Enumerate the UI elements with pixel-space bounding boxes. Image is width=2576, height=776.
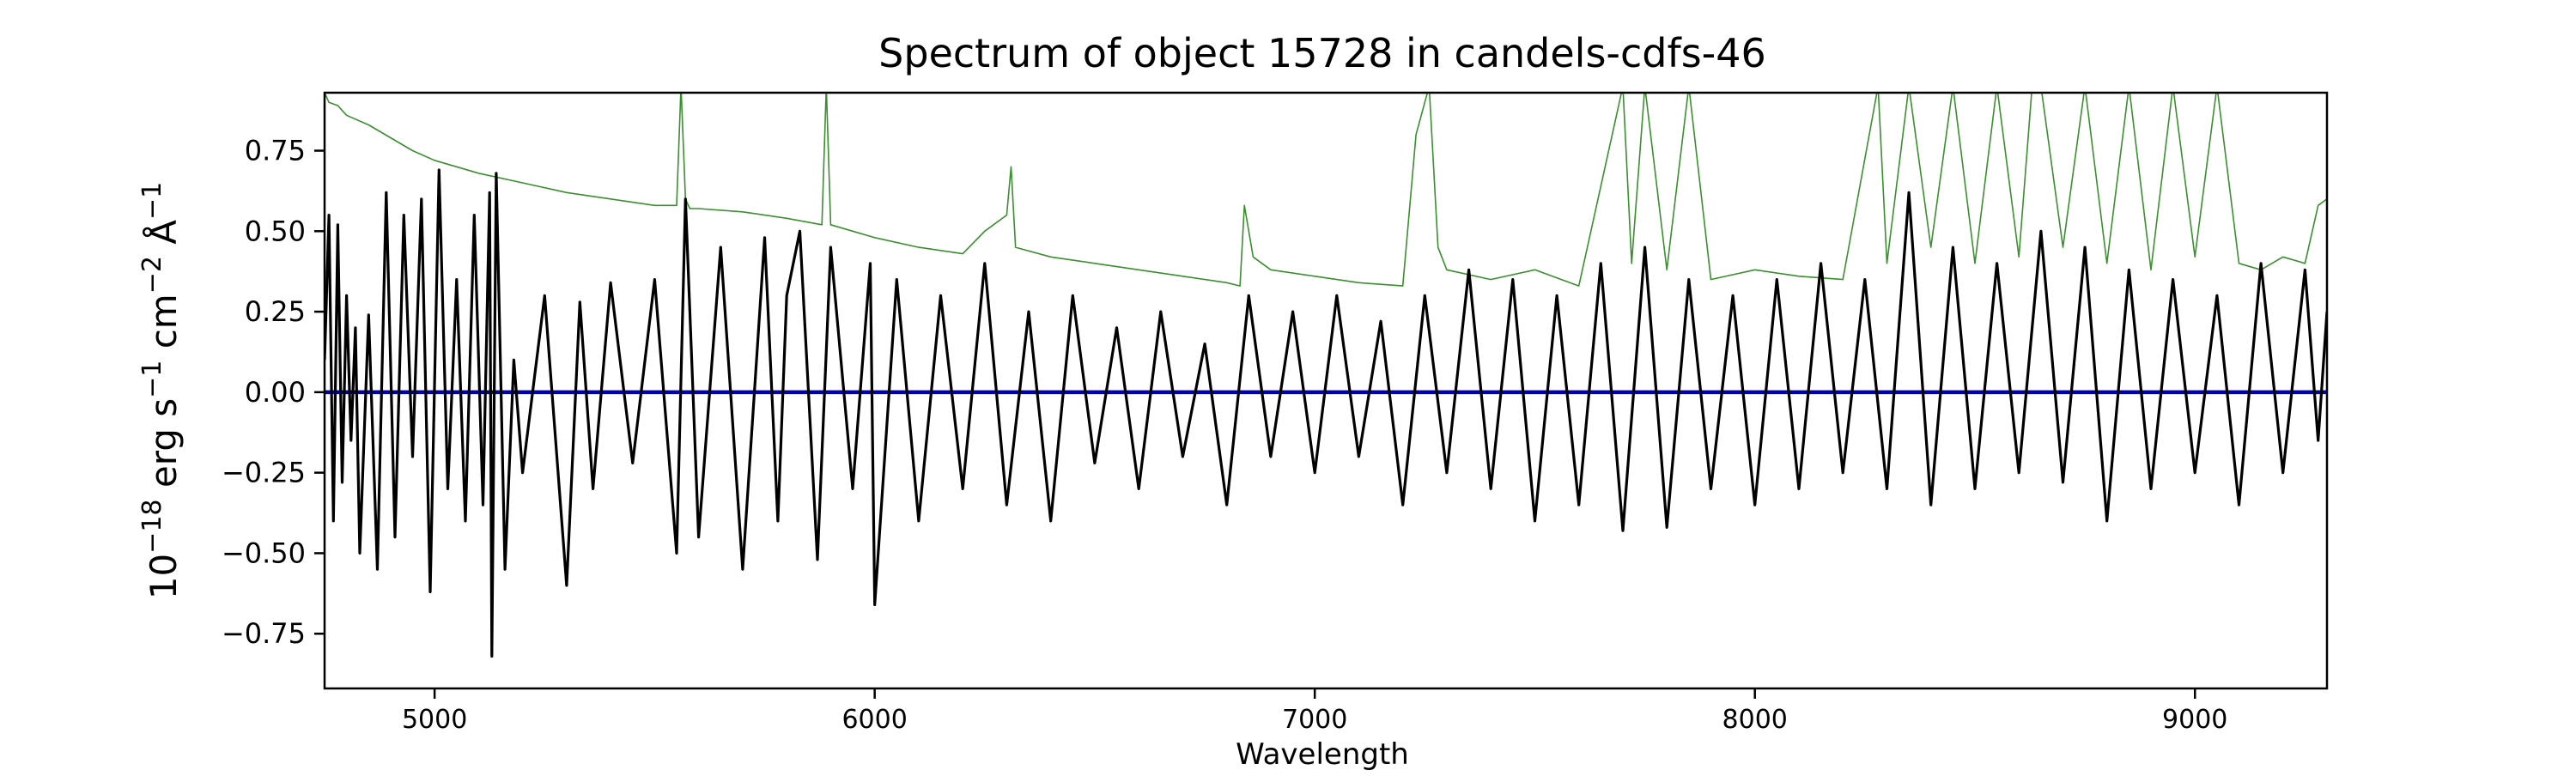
plot-frame: [323, 91, 2329, 690]
y-label-unit3: Å: [142, 220, 185, 256]
chart-title: Spectrum of object 15728 in candels-cdfs…: [878, 30, 1766, 76]
y-tick-label: 0.25: [245, 295, 306, 328]
y-tick-label: −0.75: [222, 617, 306, 650]
y-axis-label: 10−18 erg s−1 cm−2 Å−1: [137, 182, 185, 600]
x-tick-label: 6000: [841, 705, 907, 735]
series-line-noise: [325, 93, 2327, 287]
y-tick-label: −0.50: [222, 537, 306, 569]
y-tick-label: 0.75: [245, 135, 306, 167]
x-tick-label: 9000: [2162, 705, 2227, 735]
series-line-flux: [325, 168, 2327, 658]
y-tick-label: 0.00: [245, 376, 306, 409]
y-label-exp1: −1: [137, 361, 167, 398]
y-label-exp3: −1: [137, 182, 167, 220]
y-axis: −0.75 −0.50 −0.25 0.00 0.25 0.50 0.75: [222, 135, 325, 650]
x-axis: 5000 6000 7000 8000 9000: [402, 688, 2227, 735]
x-tick-label: 8000: [1722, 705, 1788, 735]
y-label-exp: −18: [137, 500, 167, 554]
y-label-exp2: −2: [137, 256, 167, 294]
x-axis-label: Wavelength: [1236, 737, 1409, 772]
y-label-base: 10: [143, 554, 185, 599]
plot-layer: [325, 93, 2327, 658]
y-label-unit2: cm: [143, 294, 185, 360]
x-tick-label: 7000: [1282, 705, 1347, 735]
y-label-unit1: erg s: [143, 398, 185, 500]
y-tick-label: 0.50: [245, 215, 306, 247]
y-tick-label: −0.25: [222, 457, 306, 489]
x-tick-label: 5000: [402, 705, 467, 735]
